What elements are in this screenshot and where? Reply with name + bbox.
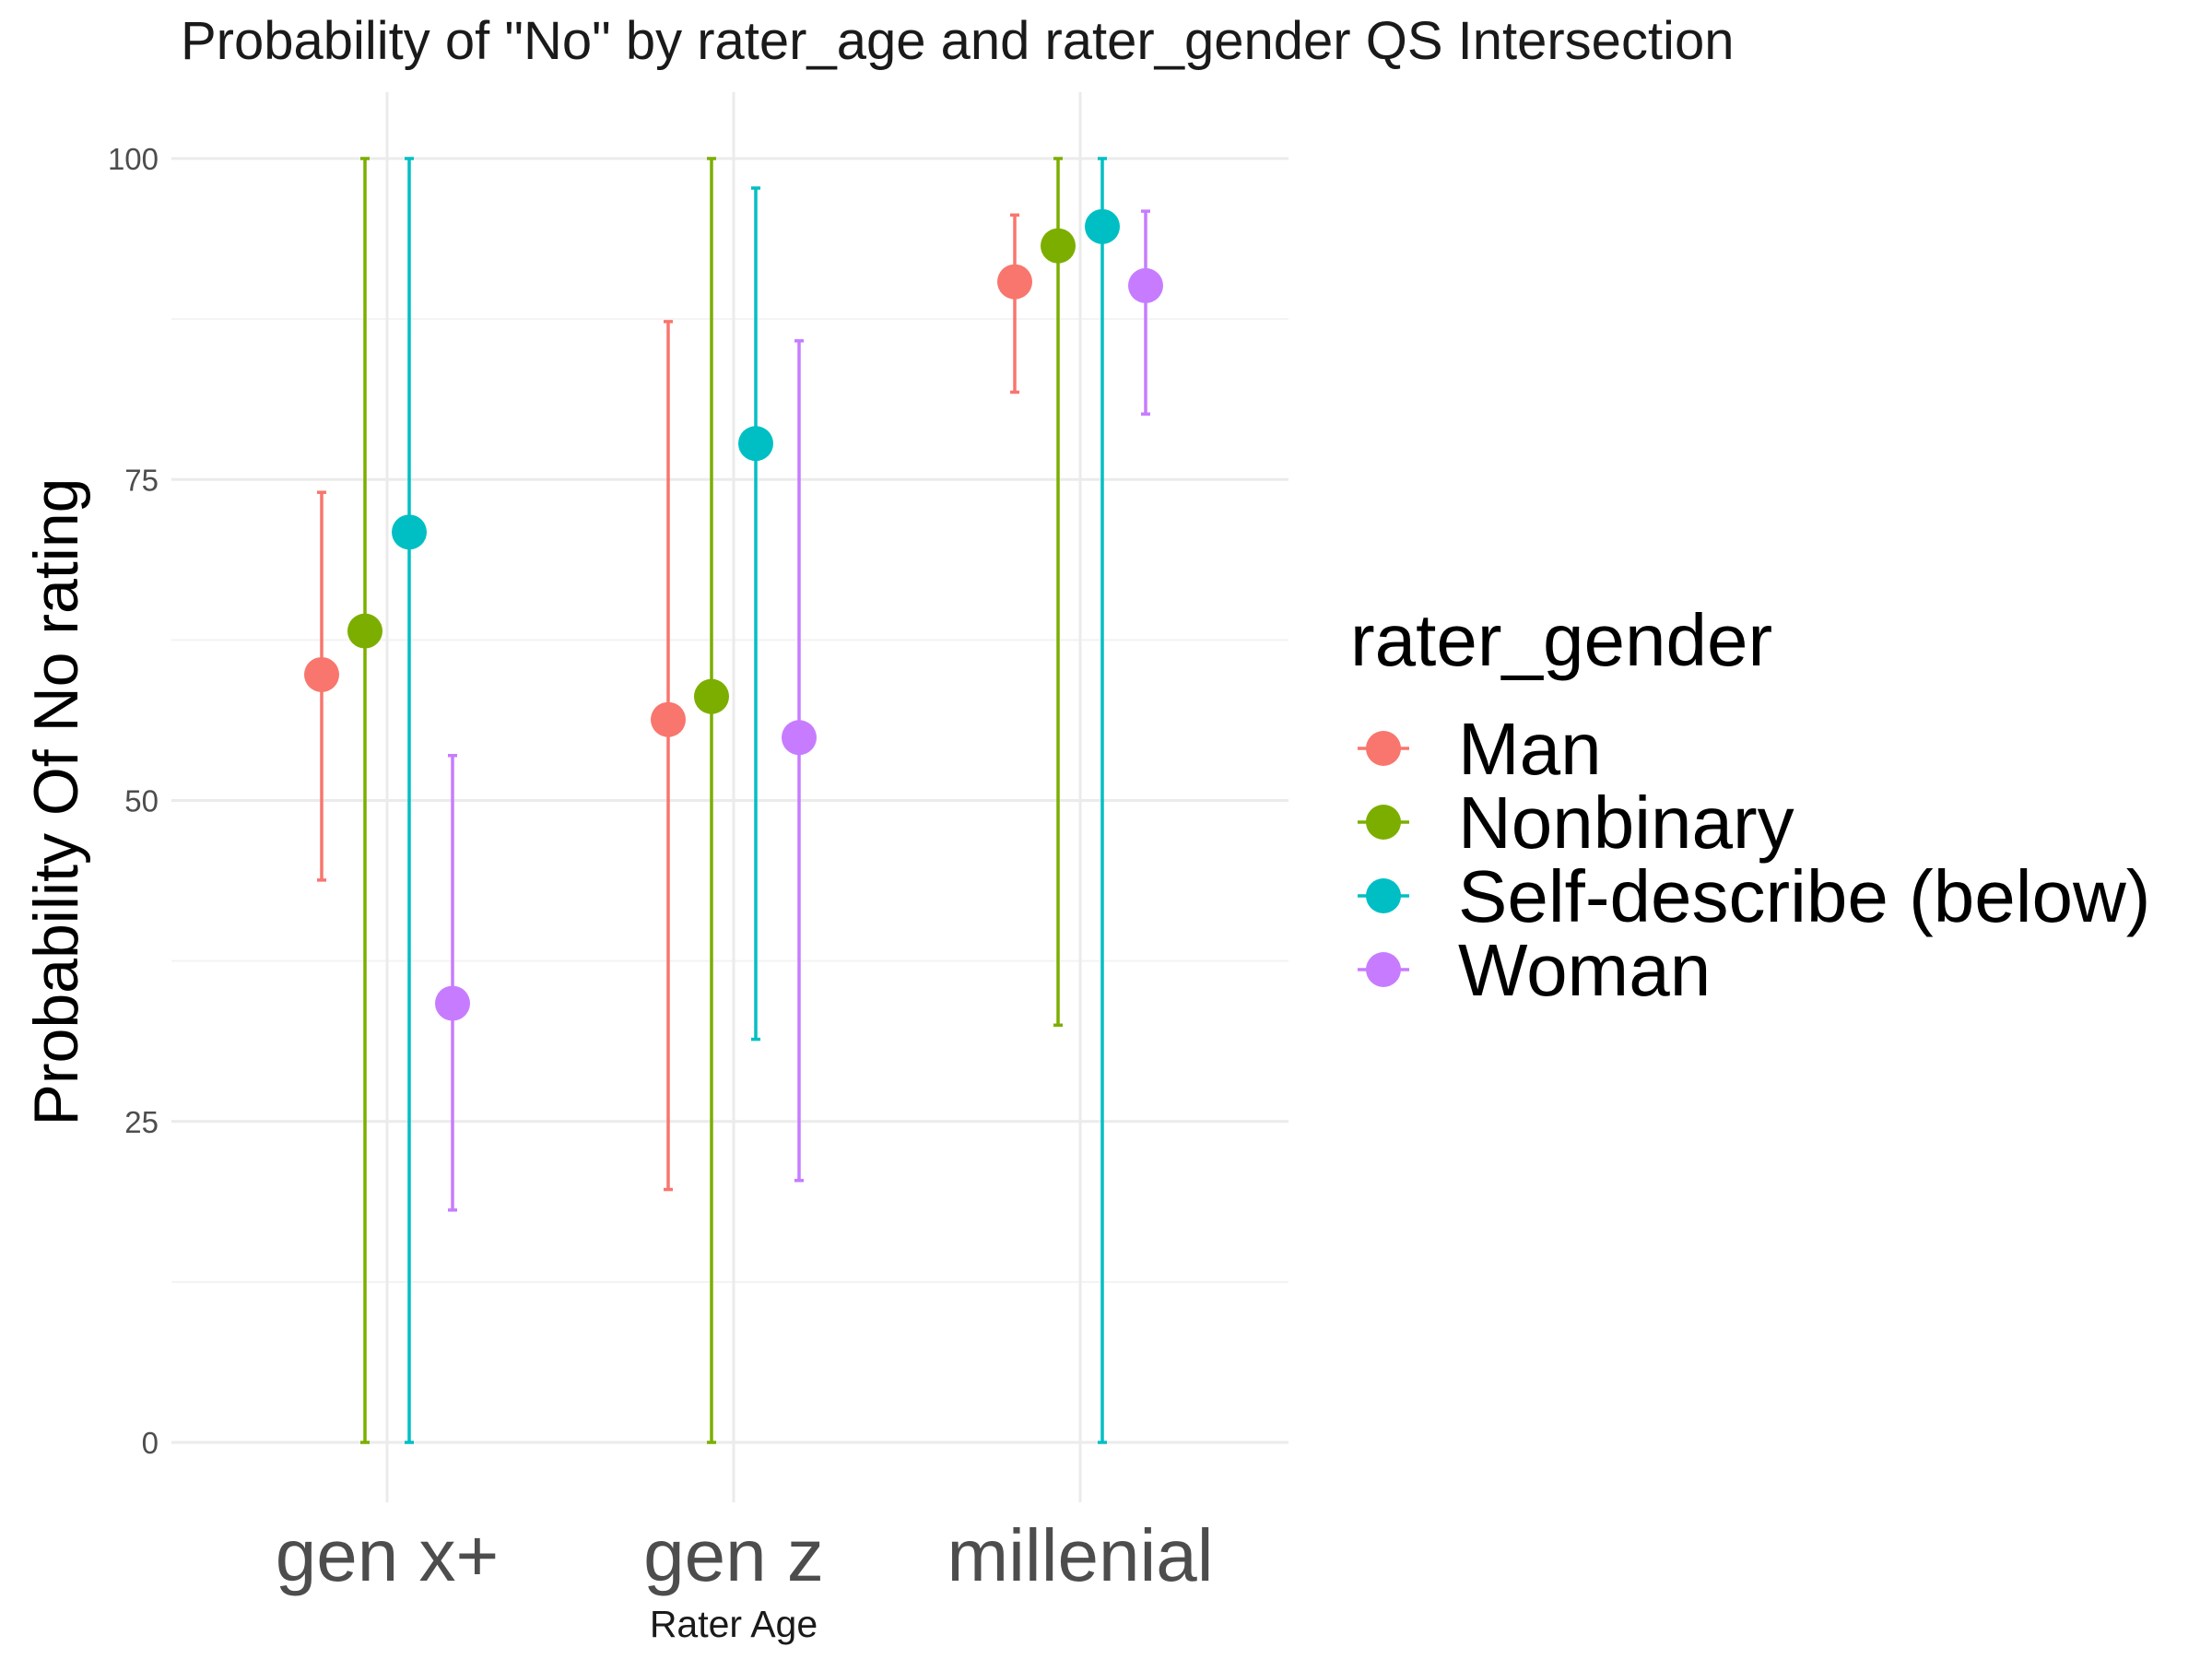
legend-item: Man (1358, 708, 1602, 790)
x-tick-label: gen z (643, 1514, 824, 1596)
data-point (347, 613, 382, 649)
error-bar (707, 157, 716, 1444)
error-bar (360, 157, 370, 1444)
x-tick-label: gen x+ (276, 1514, 499, 1596)
x-axis-ticks: gen x+ gen z millenial (276, 1514, 1214, 1596)
y-tick-label: 75 (124, 463, 159, 497)
chart-title: Probability of "No" by rater_age and rat… (181, 11, 1734, 71)
data-point (651, 701, 686, 737)
error-bar (794, 339, 804, 1182)
data-point (435, 985, 470, 1021)
legend-key-point (1366, 952, 1401, 987)
legend-title: rater_gender (1350, 599, 1772, 681)
error-bar (751, 186, 760, 1041)
error-bar (1141, 209, 1150, 416)
y-tick-label: 0 (142, 1426, 159, 1460)
error-bar (1098, 157, 1107, 1444)
legend-item: Nonbinary (1358, 782, 1794, 864)
legend-item: Woman (1358, 929, 1711, 1011)
legend-label: Man (1458, 708, 1602, 790)
grid (171, 92, 1288, 1502)
data-point (1085, 208, 1120, 244)
error-bar (1053, 157, 1063, 1028)
legend-item: Self-describe (below) (1358, 855, 2150, 937)
error-bar (448, 753, 457, 1212)
data-points (304, 208, 1163, 1021)
legend-label: Woman (1458, 929, 1711, 1011)
legend-key-point (1366, 731, 1401, 766)
legend-key-point (1366, 805, 1401, 840)
x-axis-label: Rater Age (650, 1603, 818, 1645)
y-axis-label: Probability Of No rating (21, 478, 91, 1126)
error-bar (1010, 213, 1019, 394)
y-axis-ticks: 0 25 50 75 100 (108, 142, 159, 1460)
data-point (1041, 228, 1076, 264)
data-point (694, 678, 729, 714)
y-tick-label: 100 (108, 142, 159, 176)
legend-key-point (1366, 878, 1401, 913)
legend-label: Self-describe (below) (1458, 855, 2150, 937)
data-point (392, 514, 427, 550)
y-tick-label: 25 (124, 1105, 159, 1139)
y-tick-label: 50 (124, 784, 159, 818)
data-point (304, 656, 339, 692)
error-bar (405, 157, 414, 1444)
data-point (1128, 267, 1163, 303)
x-tick-label: millenial (947, 1514, 1214, 1596)
data-point (782, 720, 817, 756)
error-bar (664, 320, 673, 1192)
data-point (738, 426, 773, 462)
legend-label: Nonbinary (1458, 782, 1794, 864)
data-point (997, 264, 1032, 300)
